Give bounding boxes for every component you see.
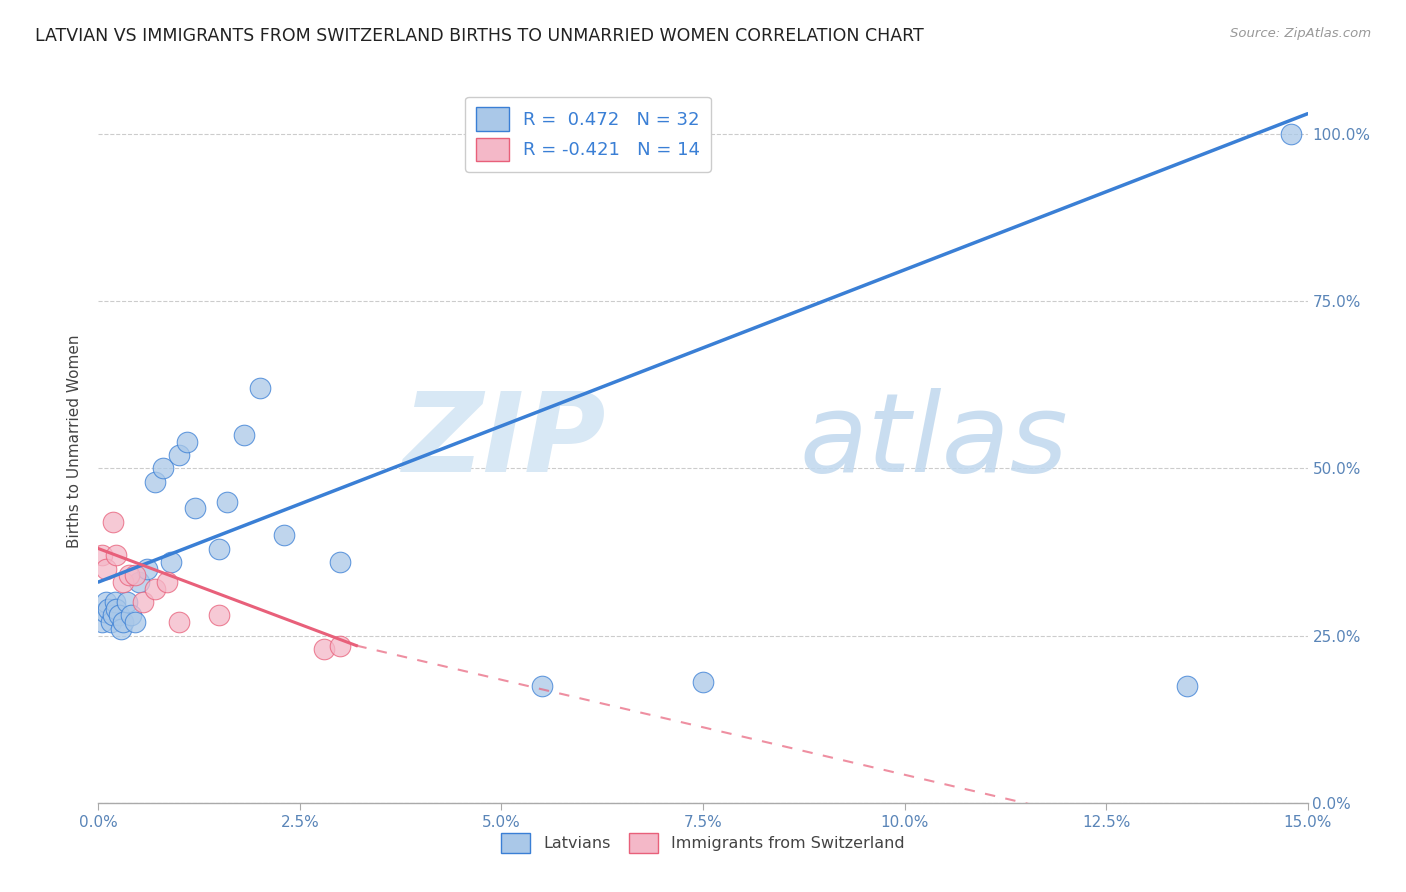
Point <box>208 541 231 556</box>
Point <box>184 501 207 516</box>
Point <box>530 679 553 693</box>
Point <box>124 615 146 630</box>
Point <box>100 615 122 630</box>
Text: atlas: atlas <box>800 388 1069 495</box>
Point <box>135 562 157 576</box>
Point <box>124 568 146 582</box>
Point <box>103 595 125 609</box>
Point <box>249 381 271 395</box>
Point <box>176 434 198 449</box>
Point <box>143 475 166 489</box>
Point <box>110 622 132 636</box>
Point <box>96 595 118 609</box>
Point <box>160 555 183 569</box>
Point <box>208 608 231 623</box>
Point <box>105 548 128 563</box>
Text: LATVIAN VS IMMIGRANTS FROM SWITZERLAND BIRTHS TO UNMARRIED WOMEN CORRELATION CHA: LATVIAN VS IMMIGRANTS FROM SWITZERLAND B… <box>35 27 924 45</box>
Text: ZIP: ZIP <box>402 388 606 495</box>
Point <box>91 615 114 630</box>
Point <box>692 675 714 690</box>
Point <box>167 615 190 630</box>
Point <box>232 427 254 442</box>
Point <box>105 602 128 616</box>
Point <box>101 608 124 623</box>
Point <box>314 642 336 657</box>
Point <box>111 615 134 630</box>
Point <box>118 568 141 582</box>
Point <box>107 608 129 623</box>
Point <box>217 494 239 508</box>
Point <box>115 595 138 609</box>
Text: Source: ZipAtlas.com: Source: ZipAtlas.com <box>1230 27 1371 40</box>
Point <box>143 582 166 596</box>
Point <box>156 575 179 590</box>
Point <box>101 515 124 529</box>
Point <box>120 608 142 623</box>
Point <box>91 548 114 563</box>
Point <box>152 461 174 475</box>
Point <box>97 602 120 616</box>
Point <box>94 605 117 619</box>
Point <box>273 528 295 542</box>
Point <box>167 448 190 462</box>
Point <box>1175 679 1198 693</box>
Y-axis label: Births to Unmarried Women: Births to Unmarried Women <box>67 334 83 549</box>
Point <box>128 575 150 590</box>
Point <box>1281 127 1303 141</box>
Point <box>96 562 118 576</box>
Point <box>329 639 352 653</box>
Point <box>132 595 155 609</box>
Legend: Latvians, Immigrants from Switzerland: Latvians, Immigrants from Switzerland <box>495 827 911 860</box>
Point <box>111 575 134 590</box>
Point <box>329 555 352 569</box>
